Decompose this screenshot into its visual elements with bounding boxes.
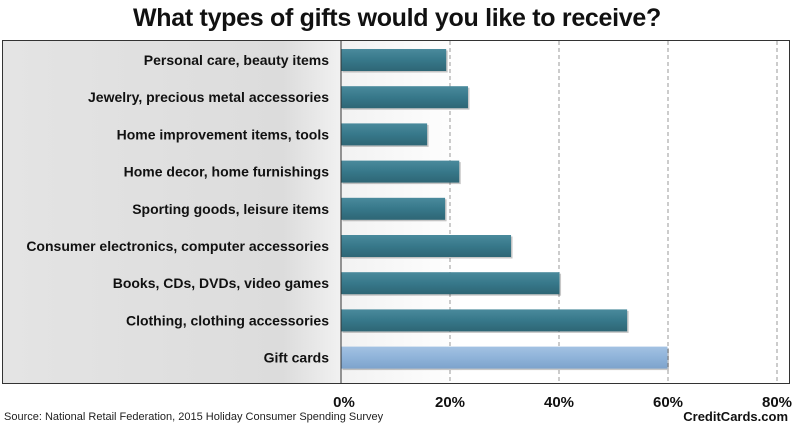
category-label: Sporting goods, leisure items — [132, 201, 329, 217]
bar-7 — [341, 309, 628, 332]
x-tick-label: 20% — [435, 394, 465, 411]
bar-4 — [341, 197, 446, 220]
bar-8 — [341, 346, 668, 369]
category-label: Home improvement items, tools — [117, 126, 330, 142]
source-note: Source: National Retail Federation, 2015… — [4, 411, 384, 423]
category-label: Consumer electronics, computer accessori… — [26, 238, 329, 254]
x-tick-label: 60% — [653, 394, 683, 411]
bar-0 — [341, 49, 447, 71]
x-tick-label: 40% — [544, 394, 574, 411]
bar-2 — [341, 123, 428, 146]
brand-logo-text: CreditCards.com — [683, 409, 788, 424]
category-label: Gift cards — [264, 350, 330, 366]
category-label: Jewelry, precious metal accessories — [88, 89, 329, 105]
category-label: Clothing, clothing accessories — [126, 312, 329, 328]
bar-3 — [341, 160, 460, 183]
category-label: Books, CDs, DVDs, video games — [113, 275, 330, 291]
bar-1 — [341, 86, 468, 109]
x-tick-label: 80% — [762, 394, 792, 411]
bar-5 — [341, 235, 512, 257]
bar-6 — [341, 272, 560, 295]
x-tick-label: 0% — [333, 394, 355, 411]
chart-title: What types of gifts would you like to re… — [133, 4, 661, 32]
category-label: Home decor, home furnishings — [124, 164, 330, 180]
category-label: Personal care, beauty items — [144, 52, 329, 68]
